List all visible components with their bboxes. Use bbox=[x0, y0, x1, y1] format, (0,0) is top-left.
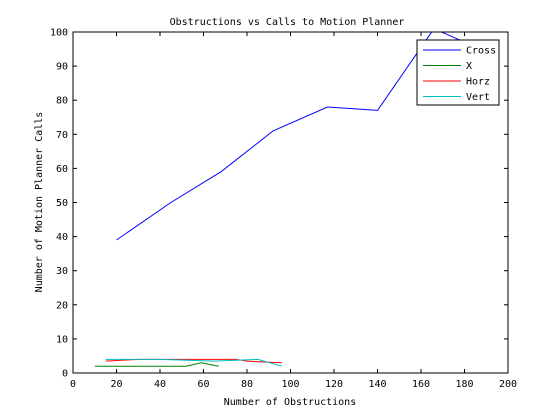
x-tick-label: 0 bbox=[70, 379, 76, 390]
x-tick-label: 100 bbox=[281, 379, 299, 390]
x-tick-label: 120 bbox=[325, 379, 343, 390]
legend-label-x: X bbox=[466, 61, 472, 72]
x-tick-label: 60 bbox=[197, 379, 209, 390]
y-tick-label: 80 bbox=[56, 96, 68, 107]
x-axis-title: Number of Obstructions bbox=[224, 397, 356, 408]
x-tick-label: 180 bbox=[455, 379, 473, 390]
y-tick-label: 50 bbox=[56, 198, 68, 209]
y-tick-label: 30 bbox=[56, 266, 68, 277]
y-tick-label: 60 bbox=[56, 164, 68, 175]
y-tick-label: 40 bbox=[56, 232, 68, 243]
x-tick-label: 200 bbox=[499, 379, 517, 390]
x-tick-label: 160 bbox=[412, 379, 430, 390]
y-tick-label: 70 bbox=[56, 130, 68, 141]
legend: Cross X Horz Vert bbox=[417, 40, 499, 105]
y-tick-label: 100 bbox=[50, 28, 68, 39]
x-tick-label: 40 bbox=[154, 379, 166, 390]
legend-label-vert: Vert bbox=[466, 92, 490, 103]
legend-label-horz: Horz bbox=[466, 77, 490, 88]
y-tick-label: 90 bbox=[56, 62, 68, 73]
y-tick-label: 10 bbox=[56, 334, 68, 345]
x-tick-label: 20 bbox=[110, 379, 122, 390]
y-tick-label: 0 bbox=[62, 369, 68, 380]
y-tick-label: 20 bbox=[56, 300, 68, 311]
chart-title: Obstructions vs Calls to Motion Planner bbox=[170, 17, 405, 28]
y-axis-title: Number of Motion Planner Calls bbox=[34, 112, 45, 293]
x-tick-label: 140 bbox=[368, 379, 386, 390]
x-tick-label: 80 bbox=[241, 379, 253, 390]
legend-label-cross: Cross bbox=[466, 46, 496, 57]
